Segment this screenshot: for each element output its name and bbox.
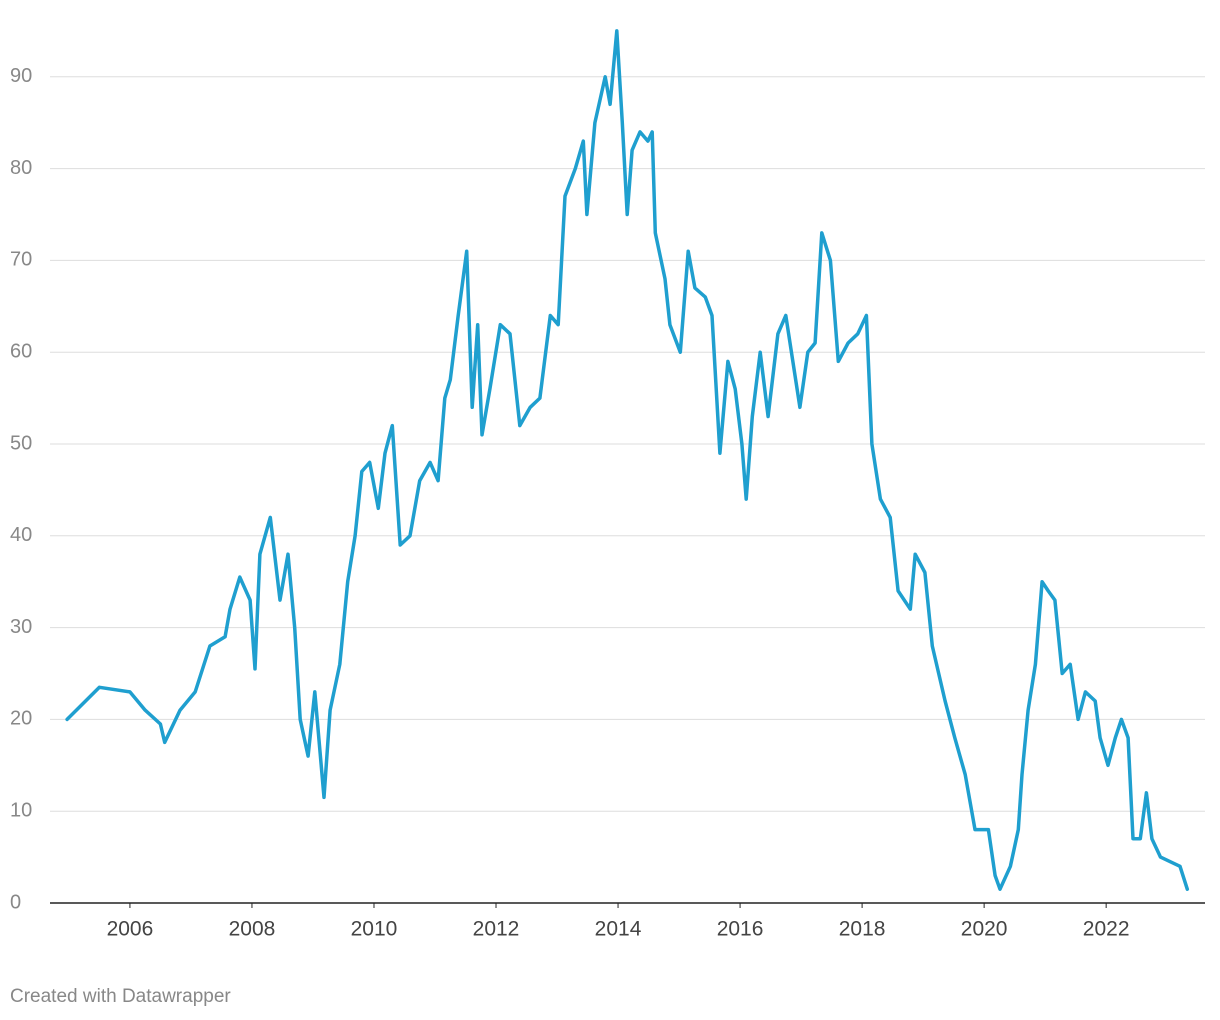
- x-tick-label: 2010: [351, 918, 398, 941]
- x-tick-label: 2016: [717, 918, 764, 941]
- x-tick-label: 2018: [839, 918, 886, 941]
- y-tick-label: 30: [10, 616, 32, 638]
- y-tick-label: 70: [10, 249, 32, 271]
- y-tick-label: 40: [10, 524, 32, 546]
- x-tick-label: 2012: [473, 918, 520, 941]
- credit: Created with Datawrapper: [10, 986, 231, 1007]
- x-tick-label: 2022: [1083, 918, 1130, 941]
- y-tick-label: 90: [10, 65, 32, 87]
- y-tick-label: 20: [10, 708, 32, 730]
- x-tick-label: 2006: [107, 918, 154, 941]
- line: [65, 29, 1190, 891]
- x-tick-label: 2008: [229, 918, 276, 941]
- y-tick-label: 10: [10, 799, 32, 821]
- x-tick-label: 2020: [961, 918, 1008, 941]
- y-tick-label: 0: [10, 891, 21, 913]
- y-tick-label: 60: [10, 340, 32, 362]
- x-tick-label: 2014: [595, 918, 642, 941]
- y-tick-label: 80: [10, 157, 32, 179]
- y-tick-label: 50: [10, 432, 32, 454]
